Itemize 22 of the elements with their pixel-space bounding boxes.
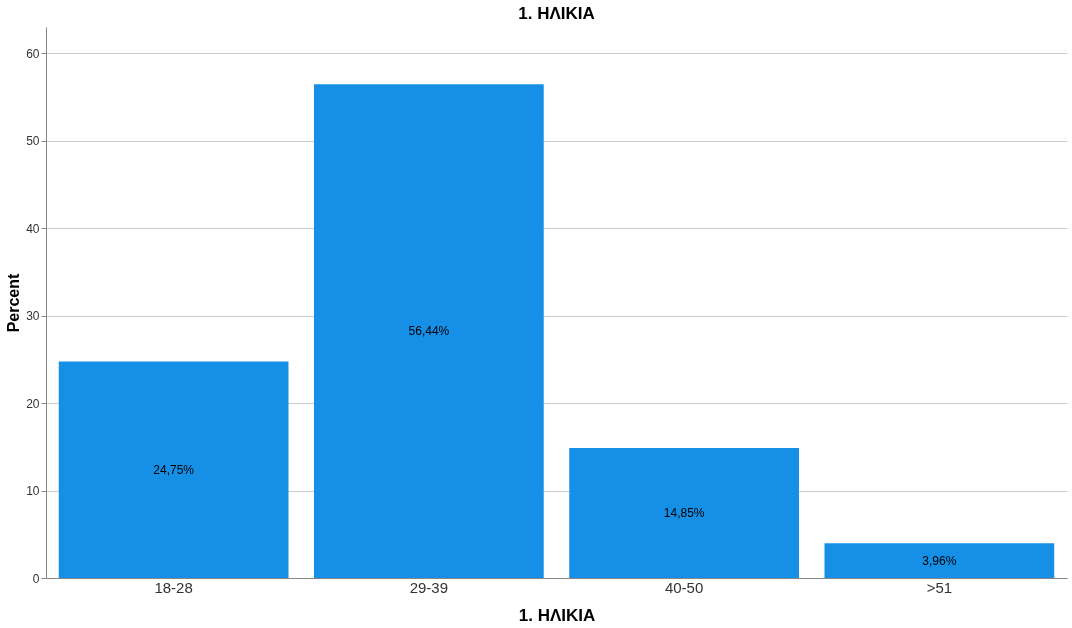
y-tick-label: 30	[26, 309, 40, 324]
y-axis-title: Percent	[5, 272, 23, 333]
data-label: 14,85%	[663, 506, 705, 521]
y-tick-label: 50	[26, 134, 40, 149]
bar	[569, 448, 799, 578]
x-tick-label: 18-28	[154, 578, 193, 596]
chart-title: 1. ΗΛΙΚΙΑ	[518, 4, 595, 23]
x-axis-title: 1. ΗΛΙΚΙΑ	[518, 605, 596, 625]
y-tick-label: 10	[26, 484, 40, 499]
bar	[314, 84, 544, 578]
x-tick-label: 29-39	[409, 578, 449, 596]
bar	[824, 543, 1055, 578]
data-label: 24,75%	[153, 462, 195, 477]
data-label: 56,44%	[408, 324, 450, 339]
y-tick-label: 60	[26, 46, 40, 61]
bar	[58, 361, 289, 578]
y-tick-label: 20	[26, 396, 40, 411]
y-tick-label: 40	[26, 221, 40, 236]
x-tick-label: 40-50	[664, 578, 704, 596]
y-tick-label: 0	[32, 571, 40, 586]
x-tick-label: >51	[926, 578, 953, 596]
data-label: 3,96%	[922, 553, 957, 568]
